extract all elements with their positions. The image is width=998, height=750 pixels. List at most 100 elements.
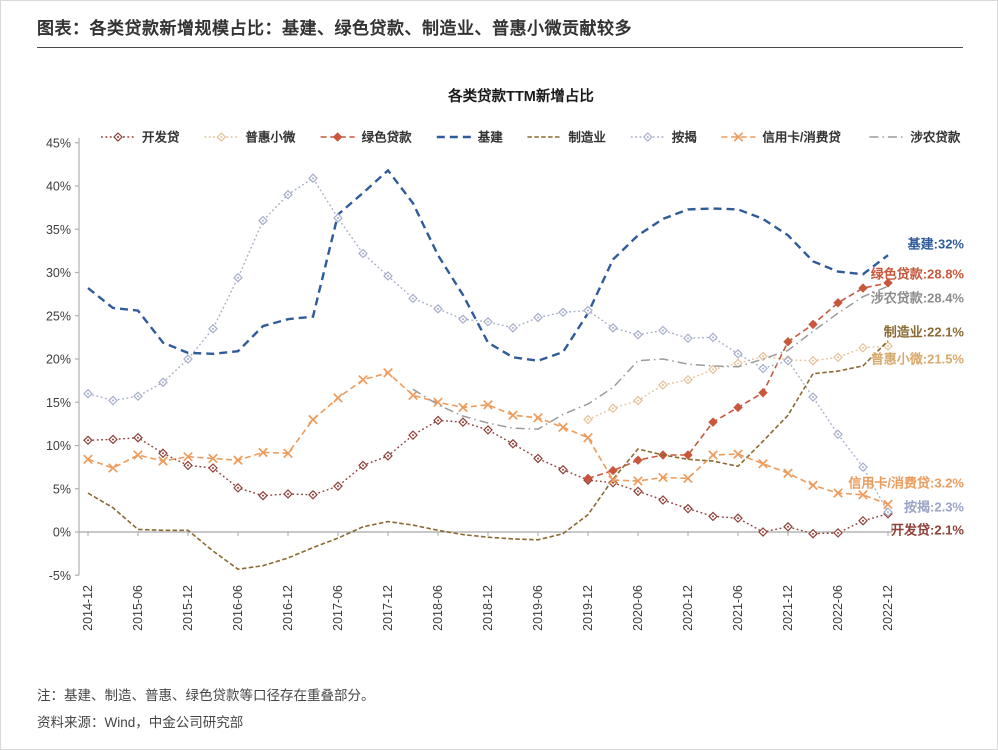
series-line-涉农贷款: [412, 285, 889, 430]
marker-diamond-filled: [733, 402, 743, 413]
marker-x: [258, 447, 268, 458]
x-axis-label: 2016-12: [281, 585, 295, 631]
marker-diamond-filled: [833, 298, 843, 308]
marker-diamond-dot: [487, 320, 489, 323]
marker-x: [358, 374, 368, 385]
marker-diamond-dot: [862, 519, 864, 522]
marker-diamond-dot: [87, 392, 89, 395]
marker-diamond-filled: [858, 283, 868, 293]
series-line-信用卡/消费贷: [87, 371, 889, 506]
chart-title: 各类贷款TTM新增占比: [447, 87, 594, 105]
series-line-按揭: [87, 177, 889, 513]
marker-diamond-dot: [187, 464, 189, 467]
marker-diamond-dot: [787, 525, 789, 528]
marker-diamond-dot: [137, 395, 139, 398]
marker-diamond-dot: [837, 356, 839, 359]
marker-diamond-dot: [662, 498, 664, 501]
x-axis-label: 2017-12: [381, 585, 395, 631]
series-value-annotation: 开发贷:2.1%: [891, 523, 964, 538]
x-axis-label: 2019-06: [531, 585, 545, 631]
marker-x: [158, 456, 168, 466]
y-axis-label: 45%: [46, 136, 71, 150]
marker-diamond-dot: [862, 346, 864, 349]
marker-diamond-dot: [512, 326, 514, 329]
marker-diamond-dot: [762, 367, 764, 370]
series-value-annotation: 按揭:2.3%: [904, 500, 964, 515]
marker-diamond-dot: [762, 531, 764, 533]
marker-diamond-dot: [812, 396, 814, 399]
marker-diamond-dot: [637, 333, 639, 336]
marker-diamond-filled: [883, 278, 893, 288]
marker-diamond-dot: [887, 511, 889, 514]
series-value-annotation: 基建:32%: [907, 237, 965, 252]
marker-diamond-filled: [683, 450, 693, 460]
marker-diamond-dot: [137, 436, 139, 439]
legend-label: 涉农贷款: [910, 130, 961, 145]
legend-label: 基建: [477, 130, 504, 145]
marker-x: [133, 450, 143, 460]
y-axis-label: 25%: [46, 309, 71, 323]
marker-diamond-filled: [332, 132, 343, 142]
x-axis-label: 2019-12: [581, 585, 595, 631]
y-axis-label: -5%: [49, 569, 71, 583]
marker-diamond-dot: [237, 276, 239, 279]
marker-x: [83, 454, 93, 465]
marker-x: [683, 473, 693, 484]
x-axis-label: 2020-12: [681, 585, 695, 631]
marker-diamond-dot: [462, 421, 464, 424]
marker-diamond-dot: [112, 438, 114, 441]
marker-x: [558, 422, 568, 433]
marker-x: [883, 499, 893, 510]
marker-diamond-dot: [837, 531, 839, 534]
x-axis-label: 2022-12: [881, 585, 895, 631]
marker-diamond-dot: [587, 309, 589, 312]
marker-diamond-dot: [412, 434, 414, 437]
marker-diamond-dot: [287, 492, 289, 495]
marker-x: [608, 475, 618, 485]
marker-diamond-dot: [387, 274, 389, 277]
marker-x: [383, 368, 393, 378]
marker-x: [708, 450, 718, 460]
marker-diamond-dot: [646, 136, 649, 138]
marker-diamond-dot: [112, 399, 114, 402]
marker-diamond-dot: [837, 433, 839, 436]
marker-x: [833, 488, 843, 498]
chart-notes: 注：基建、制造、普惠、绿色贷款等口径存在重叠部分。 资料来源：Wind，中金公司…: [37, 682, 937, 736]
marker-diamond-dot: [187, 358, 189, 360]
marker-diamond-dot: [262, 494, 264, 497]
series-line-基建: [87, 168, 889, 362]
marker-x: [208, 453, 218, 464]
marker-diamond-dot: [587, 418, 589, 421]
x-axis-label: 2014-12: [81, 585, 95, 631]
marker-x: [333, 393, 343, 403]
marker-diamond-dot: [662, 383, 664, 386]
x-axis-label: 2021-12: [781, 585, 795, 631]
note-source: 资料来源：Wind，中金公司研究部: [37, 715, 244, 730]
y-axis-label: 15%: [46, 396, 71, 410]
marker-x: [583, 432, 593, 443]
x-axis-label: 2015-12: [181, 585, 195, 631]
page-title: 图表：各类贷款新增规模占比：基建、绿色贷款、制造业、普惠小微贡献较多: [37, 19, 632, 38]
marker-diamond-dot: [362, 464, 364, 467]
x-axis-label: 2018-12: [481, 585, 495, 631]
marker-diamond-filled: [583, 473, 593, 484]
marker-diamond-dot: [637, 399, 639, 402]
marker-x: [233, 455, 243, 466]
marker-x: [408, 390, 418, 401]
marker-diamond-dot: [462, 318, 464, 321]
marker-diamond-dot: [762, 355, 764, 358]
x-axis-label: 2015-06: [131, 585, 145, 631]
marker-x: [508, 410, 518, 421]
marker-x: [183, 451, 193, 462]
marker-diamond-dot: [712, 368, 714, 371]
title-divider: [37, 47, 963, 48]
marker-diamond-filled: [708, 417, 718, 427]
marker-diamond-dot: [737, 517, 739, 520]
marker-diamond-dot: [312, 177, 314, 180]
marker-x: [733, 449, 743, 459]
marker-diamond-dot: [487, 428, 489, 431]
marker-x: [858, 490, 868, 500]
marker-x: [458, 402, 468, 413]
